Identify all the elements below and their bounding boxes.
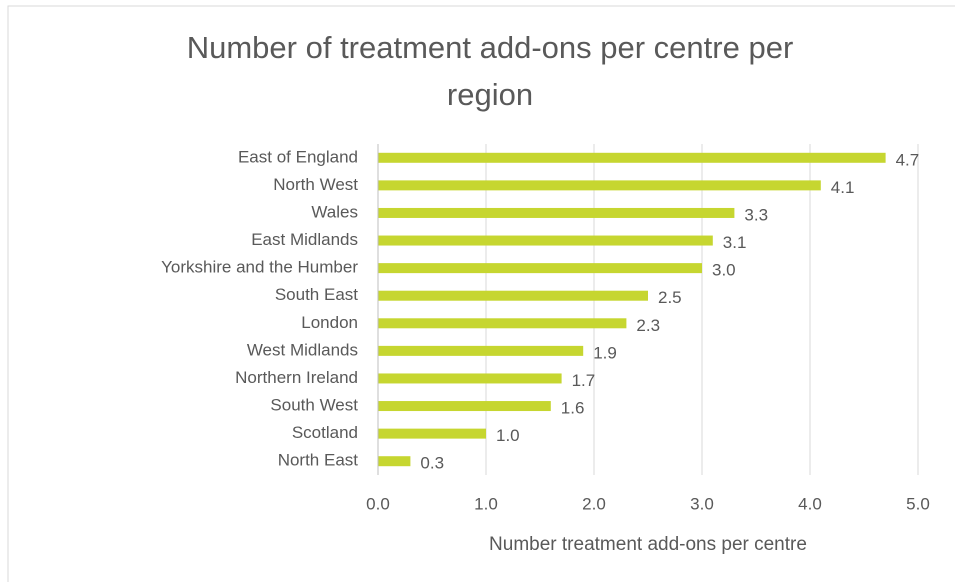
chart-title: Number of treatment add-ons per centre p… [186, 30, 794, 112]
x-tick-label: 0.0 [366, 494, 390, 513]
data-label: 3.0 [712, 261, 736, 280]
chart-frame [7, 5, 955, 582]
y-tick-label: North East [278, 451, 359, 470]
y-tick-label: London [301, 313, 358, 332]
x-tick-label: 1.0 [474, 494, 498, 513]
bar [378, 456, 411, 467]
bar [378, 290, 648, 301]
y-tick-label: East Midlands [251, 230, 358, 249]
y-tick-label: South East [275, 285, 358, 304]
data-label: 1.9 [593, 343, 617, 362]
y-tick-label: Wales [311, 202, 358, 221]
x-tick-label: 4.0 [798, 494, 822, 513]
data-label: 1.7 [572, 371, 596, 390]
x-axis-label: Number treatment add-ons per centre [489, 534, 807, 555]
data-label: 0.3 [420, 454, 444, 473]
y-tick-label: South West [270, 396, 358, 415]
bar [378, 345, 584, 356]
y-tick-label: West Midlands [247, 340, 358, 359]
data-label: 3.1 [723, 233, 747, 252]
bar [378, 235, 713, 246]
bar [378, 207, 735, 218]
y-tick-label: Scotland [292, 423, 358, 442]
y-tick-label: Yorkshire and the Humber [161, 258, 358, 277]
data-label: 2.3 [636, 316, 660, 335]
data-label: 1.0 [496, 426, 520, 445]
bar [378, 180, 821, 191]
x-tick-label: 2.0 [582, 494, 606, 513]
y-tick-label: North West [273, 175, 358, 194]
bar [378, 428, 486, 439]
bar [378, 318, 627, 329]
x-tick-label: 3.0 [690, 494, 714, 513]
data-label: 3.3 [744, 205, 768, 224]
data-label: 2.5 [658, 288, 682, 307]
bar [378, 263, 702, 274]
y-tick-label: East of England [238, 147, 358, 166]
x-tick-label: 5.0 [906, 494, 930, 513]
y-tick-label: Northern Ireland [235, 368, 358, 387]
bar [378, 152, 886, 163]
data-label: 4.1 [831, 178, 855, 197]
data-label: 4.7 [896, 150, 920, 169]
data-label: 1.6 [561, 399, 585, 418]
bar [378, 401, 551, 412]
bar [378, 373, 562, 384]
